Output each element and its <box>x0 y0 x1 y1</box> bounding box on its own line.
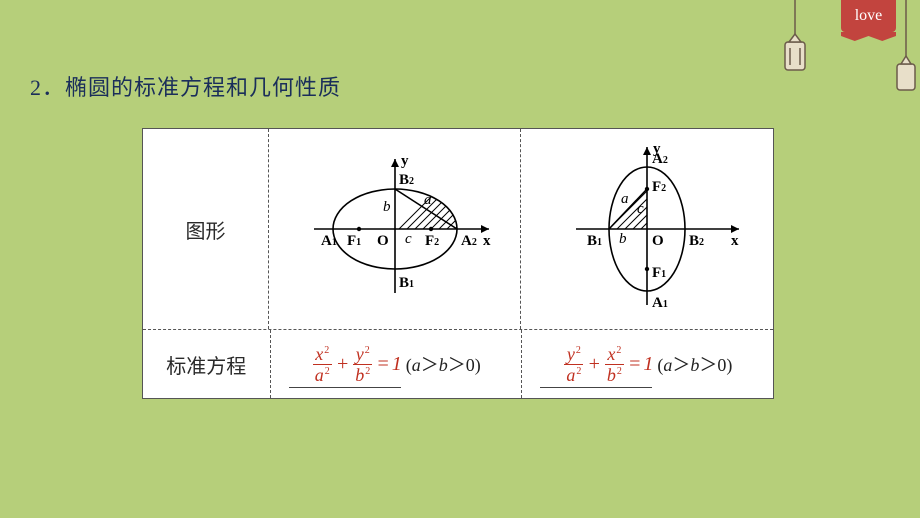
ellipse-h-svg: A1 A2 B2 B1 F1 F2 O a b c x y <box>269 129 520 329</box>
svg-text:F1: F1 <box>347 233 361 249</box>
svg-text:B1: B1 <box>399 275 414 291</box>
ellipse-v-svg: A1 A2 B1 B2 F1 F2 O a b c x y <box>521 129 773 329</box>
properties-table: 图形 <box>142 128 774 399</box>
row-equation: 标准方程 x2a2 + y2b2 = 1 (a＞b＞0) y2a2 + x2b2… <box>143 330 773 398</box>
svg-text:b: b <box>619 231 627 247</box>
svg-text:A2: A2 <box>461 233 477 249</box>
svg-text:a: a <box>621 191 629 207</box>
eq-h-condition: (a＞b＞0) <box>406 351 481 377</box>
svg-text:B1: B1 <box>587 233 602 249</box>
equation-horizontal: x2a2 + y2b2 = 1 (a＞b＞0) <box>271 330 522 398</box>
equation-vertical: y2a2 + x2b2 = 1 (a＞b＞0) <box>522 330 773 398</box>
label-equation: 标准方程 <box>143 330 271 398</box>
diagram-vertical-ellipse: A1 A2 B1 B2 F1 F2 O a b c x y <box>521 129 773 329</box>
diagram-horizontal-ellipse: A1 A2 B2 B1 F1 F2 O a b c x y <box>269 129 521 329</box>
section-heading: 2．椭圆的标准方程和几何性质 <box>30 70 341 102</box>
svg-text:b: b <box>383 199 391 215</box>
love-tag: love <box>841 0 896 32</box>
svg-text:F2: F2 <box>652 179 666 195</box>
svg-text:O: O <box>377 233 389 249</box>
row-diagram: 图形 <box>143 129 773 330</box>
heading-number: 2． <box>30 75 65 100</box>
svg-text:F2: F2 <box>425 233 439 249</box>
svg-text:c: c <box>405 231 412 247</box>
eq-h-underline <box>289 387 401 388</box>
love-tag-text: love <box>855 7 883 25</box>
svg-text:y: y <box>401 153 409 169</box>
svg-text:B2: B2 <box>689 233 704 249</box>
eq-v: y2a2 + x2b2 = 1 <box>562 344 653 385</box>
svg-text:O: O <box>652 233 664 249</box>
eq-h: x2a2 + y2b2 = 1 <box>311 344 402 385</box>
svg-text:x: x <box>731 233 739 249</box>
svg-text:y: y <box>653 141 661 157</box>
svg-text:c: c <box>637 201 644 217</box>
label-diagram: 图形 <box>143 129 269 329</box>
svg-text:B2: B2 <box>399 172 414 188</box>
svg-text:a: a <box>424 192 432 208</box>
svg-text:x: x <box>483 233 491 249</box>
hanging-lantern-2 <box>894 0 920 110</box>
eq-v-underline <box>540 387 652 388</box>
eq-v-condition: (a＞b＞0) <box>657 351 732 377</box>
svg-text:F1: F1 <box>652 265 666 281</box>
svg-text:A1: A1 <box>652 295 668 311</box>
hanging-lantern-1 <box>780 0 810 90</box>
heading-text: 椭圆的标准方程和几何性质 <box>65 75 341 100</box>
